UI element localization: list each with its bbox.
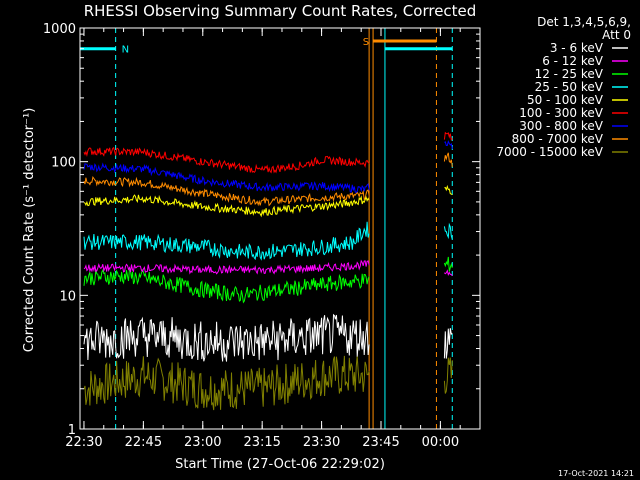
series-line-5 — [83, 146, 370, 174]
legend-header-line-2: Att 0 — [602, 28, 631, 42]
x-tick-label-3: 23:15 — [243, 435, 280, 450]
series-line-4-part-1 — [444, 184, 453, 196]
series-line-0-part-1 — [443, 328, 453, 359]
legend-label-4: 50 - 100 keV — [527, 93, 604, 107]
y-axis-label: Corrected Count Rate (s⁻¹ detector⁻¹) — [22, 108, 37, 353]
series-line-7-part-1 — [443, 152, 453, 168]
y-tick-label-1: 10 — [59, 289, 76, 304]
series-line-8 — [83, 355, 370, 411]
series-line-8-part-1 — [443, 357, 453, 394]
y-tick-label-3: 1000 — [43, 22, 76, 37]
series-line-1 — [83, 259, 370, 275]
series-layer — [83, 131, 453, 411]
annotation-label-0: N — [122, 45, 129, 56]
series-line-7 — [83, 176, 370, 207]
y-tick-label-2: 100 — [51, 156, 76, 171]
series-line-6-part-1 — [444, 140, 453, 150]
x-tick-label-4: 23:30 — [303, 435, 340, 450]
series-line-3 — [83, 221, 370, 261]
legend-label-8: 7000 - 15000 keV — [496, 145, 603, 159]
legend-label-1: 6 - 12 keV — [542, 54, 604, 68]
series-line-4 — [83, 194, 370, 218]
x-tick-label-1: 22:45 — [125, 435, 162, 450]
legend-label-7: 800 - 7000 keV — [512, 132, 604, 146]
series-line-0 — [83, 313, 370, 362]
series-line-1-part-1 — [444, 269, 453, 277]
legend-label-6: 300 - 800 keV — [519, 119, 603, 133]
x-axis-label: Start Time (27-Oct-06 22:29:02) — [175, 457, 385, 472]
x-tick-label-2: 23:00 — [184, 435, 221, 450]
y-tick-label-0: 1 — [68, 423, 76, 438]
legend-label-0: 3 - 6 keV — [550, 41, 604, 55]
plot-frame — [79, 27, 481, 430]
x-tick-label-0: 22:30 — [65, 435, 102, 450]
legend-header-line-1: Det 1,3,4,5,6,9, — [537, 15, 631, 29]
legend-label-2: 12 - 25 keV — [535, 67, 604, 81]
series-line-5-part-1 — [443, 131, 453, 141]
series-line-2 — [83, 266, 370, 304]
vertical-lines — [79, 28, 453, 429]
x-tick-label-6: 00:00 — [422, 435, 459, 450]
annotation-label-1: S — [363, 37, 369, 48]
annotation-layer: NS — [80, 37, 453, 56]
series-line-2-part-1 — [443, 256, 453, 272]
legend-label-5: 100 - 300 keV — [519, 106, 603, 120]
axis-layer: 1 10 100 1000 22:30 22:45 23:00 23:15 23:30 23:45… — [43, 22, 481, 450]
series-line-6 — [83, 162, 370, 194]
series-line-3-part-1 — [443, 222, 453, 240]
chart-title: RHESSI Observing Summary Count Rates, Co… — [84, 2, 477, 20]
legend-label-3: 25 - 50 keV — [535, 80, 604, 94]
x-tick-label-5: 23:45 — [362, 435, 399, 450]
timestamp: 17-Oct-2021 14:21 — [558, 469, 634, 478]
